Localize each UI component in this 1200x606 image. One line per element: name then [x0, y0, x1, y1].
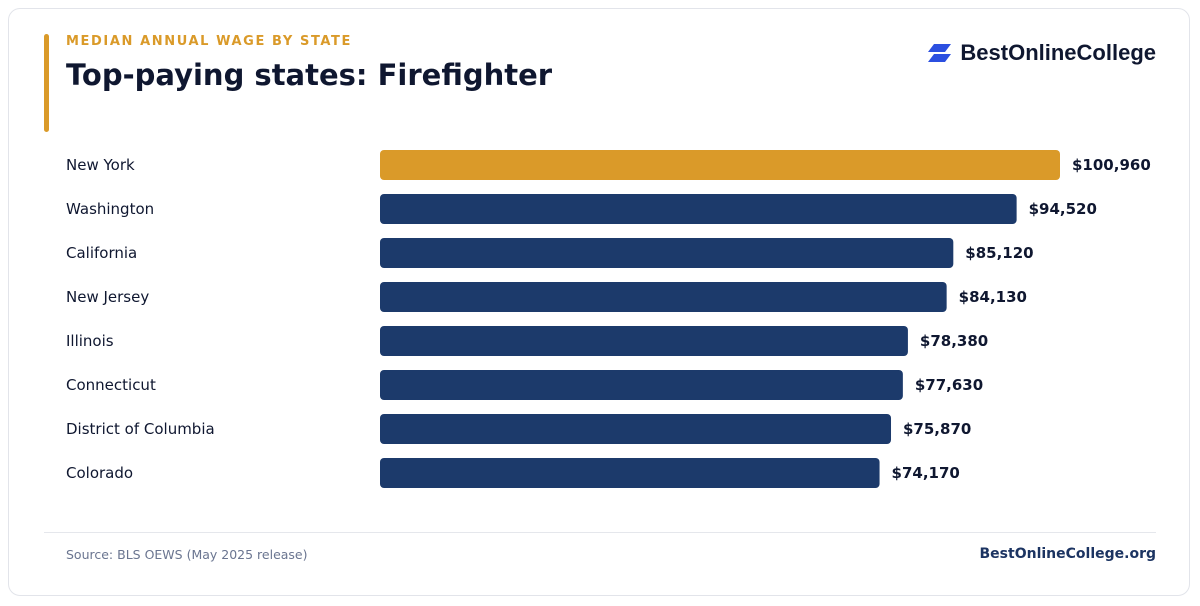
bar [380, 414, 892, 444]
chart-kicker: MEDIAN ANNUAL WAGE BY STATE [66, 34, 353, 49]
bar [380, 370, 903, 400]
source-note: Source: BLS OEWS (May 2025 release) [66, 547, 308, 562]
bar [380, 326, 908, 356]
value-label: $77,630 [915, 376, 983, 394]
footer-divider [44, 532, 1156, 533]
category-label: New York [66, 156, 135, 174]
brand-logo-block: BestOnlineCollege [926, 40, 1156, 66]
value-label: $84,130 [959, 288, 1027, 306]
brand-name: BestOnlineCollege [960, 40, 1156, 65]
category-label: District of Columbia [66, 420, 215, 438]
site-link[interactable]: BestOnlineCollege.org [979, 546, 1156, 562]
category-label: Illinois [66, 332, 114, 350]
value-label: $85,120 [965, 244, 1033, 262]
value-label: $74,170 [892, 464, 960, 482]
bar [380, 238, 954, 268]
value-label: $78,380 [920, 332, 988, 350]
category-label: New Jersey [66, 288, 149, 306]
chart-title: Top-paying states: Firefighter [66, 58, 553, 92]
value-label: $75,870 [903, 420, 971, 438]
value-label: $94,520 [1029, 200, 1097, 218]
category-label: Colorado [66, 464, 133, 482]
category-label: Connecticut [66, 376, 156, 394]
value-label: $100,960 [1072, 156, 1151, 174]
bar [380, 282, 947, 312]
category-label: California [66, 244, 137, 262]
bar [380, 194, 1017, 224]
bar [380, 458, 880, 488]
bar [380, 150, 1060, 180]
category-label: Washington [66, 200, 154, 218]
stacked-parallelogram-logo-icon [928, 44, 952, 62]
accent-bar [44, 34, 49, 132]
